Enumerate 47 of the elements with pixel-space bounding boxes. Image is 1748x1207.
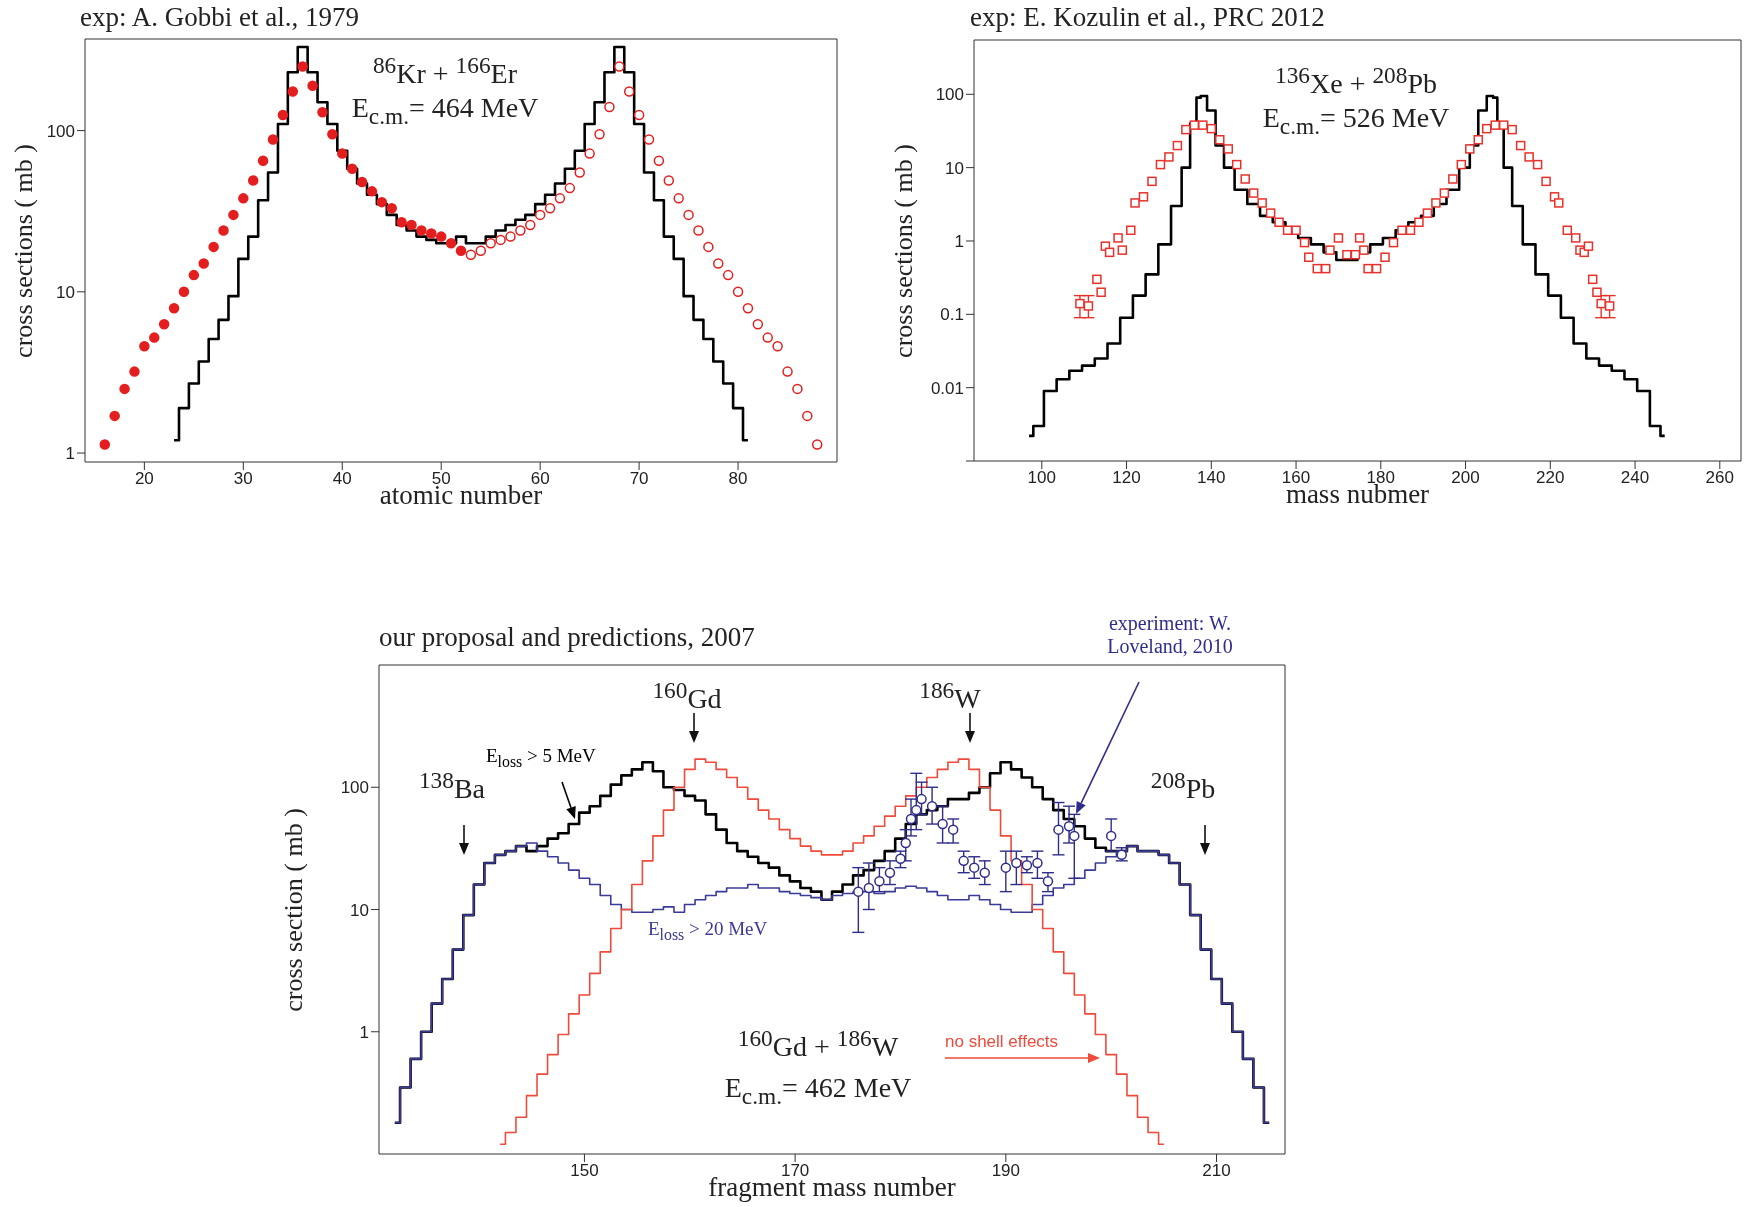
- annotation: E$_{c.m.}$= 464 MeV: [351, 92, 539, 130]
- text: experiment: W. Loveland, 2010: [1106, 612, 1234, 658]
- x-tick-label: 100: [1027, 468, 1056, 488]
- annotation: $^{160}$Gd + $^{186}$W: [737, 1025, 899, 1064]
- annotation: $^{160}$Gd: [652, 677, 722, 716]
- y-tick-label: 100: [46, 121, 75, 141]
- x-tick-label: 220: [1536, 468, 1565, 488]
- y-tick-label: 10: [945, 158, 964, 178]
- annotation: $^{86}$Kr + $^{166}$Er: [372, 52, 518, 91]
- x-tick-label: 120: [1112, 468, 1141, 488]
- series-label: E$_{loss}$ > 5 MeV: [486, 745, 596, 771]
- y-tick-label: 10: [350, 900, 369, 920]
- x-tick-label: 260: [1705, 468, 1734, 488]
- annotation: E$_{c.m.}$= 526 MeV: [1262, 102, 1450, 140]
- annotation: E$_{c.m.}$= 462 MeV: [724, 1072, 912, 1110]
- annotation: $^{186}$W: [919, 677, 981, 716]
- chart-title: exp: E. Kozulin et al., PRC 2012: [970, 2, 1325, 33]
- annotation: $^{208}$Pb: [1150, 767, 1216, 806]
- y-tick-label: 100: [935, 85, 964, 105]
- x-tick-label: 30: [233, 469, 253, 489]
- x-tick-label: 210: [1202, 1161, 1231, 1181]
- x-tick-label: 40: [332, 469, 352, 489]
- y-tick-label: 0.1: [940, 305, 964, 325]
- y-axis-title: cross sections ( mb ): [9, 143, 39, 358]
- x-tick-label: 20: [134, 469, 154, 489]
- y-axis-title: cross section ( mb ): [279, 807, 309, 1012]
- x-tick-label: 140: [1197, 468, 1226, 488]
- annotation: $^{136}$Xe + $^{208}$Pb: [1274, 62, 1438, 101]
- x-tick-label: 70: [629, 469, 649, 489]
- y-tick-label: 0.01: [930, 378, 964, 398]
- y-axis-title: cross sections ( mb ): [889, 143, 919, 358]
- x-tick-label: 60: [530, 469, 550, 489]
- y-tick-label: 100: [340, 778, 369, 798]
- x-tick-label: 150: [570, 1161, 599, 1181]
- y-tick-label: 1: [359, 1022, 369, 1042]
- series-label: E$_{loss}$ > 20 MeV: [648, 918, 768, 944]
- chart-title: exp: A. Gobbi et al., 1979: [80, 2, 359, 33]
- x-tick-label: 240: [1620, 468, 1650, 488]
- y-tick-label: 1: [954, 232, 964, 252]
- x-tick-label: 190: [991, 1161, 1021, 1181]
- y-tick-label: 10: [56, 282, 75, 302]
- series-label: no shell effects: [945, 1032, 1059, 1052]
- annotation: $^{138}$Ba: [418, 767, 486, 806]
- chart-title: our proposal and predictions, 2007: [379, 622, 755, 653]
- x-tick-label: 200: [1451, 468, 1480, 488]
- y-tick-label: 1: [65, 444, 75, 464]
- x-tick-label: 80: [728, 469, 748, 489]
